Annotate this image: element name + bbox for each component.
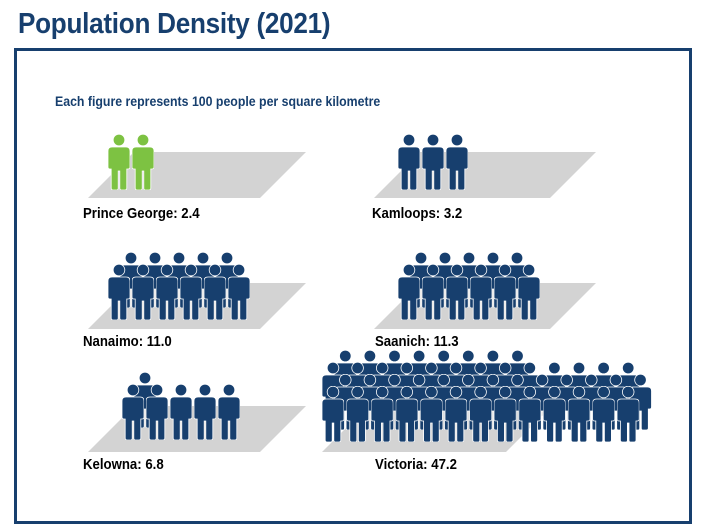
city-label-prince-george: Prince George: 2.4 xyxy=(83,205,200,222)
city-label-kamloops: Kamloops: 3.2 xyxy=(372,205,463,222)
city-label-kelowna: Kelowna: 6.8 xyxy=(83,456,164,473)
chart-frame xyxy=(14,48,692,524)
pictograph-group-prince-george xyxy=(88,134,306,198)
chart-subtitle: Each figure represents 100 people per sq… xyxy=(55,93,381,109)
city-label-nanaimo: Nanaimo: 11.0 xyxy=(83,333,172,350)
city-label-saanich: Saanich: 11.3 xyxy=(375,333,459,350)
pictograph-group-kamloops xyxy=(374,134,596,198)
pictograph-group-saanich xyxy=(374,252,596,329)
page-title: Population Density (2021) xyxy=(18,8,331,40)
city-label-victoria: Victoria: 47.2 xyxy=(375,456,457,473)
pictograph-group-victoria xyxy=(322,350,652,452)
pictograph-group-nanaimo xyxy=(88,252,306,329)
pictograph-group-kelowna xyxy=(88,372,306,452)
